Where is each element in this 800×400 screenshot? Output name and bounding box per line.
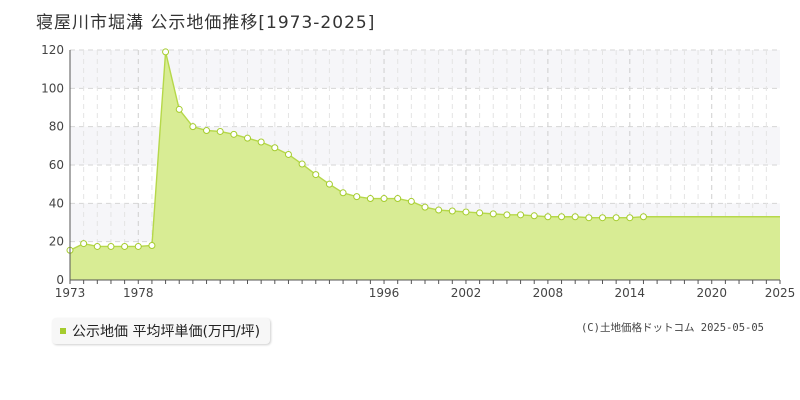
data-point xyxy=(489,210,497,218)
data-point xyxy=(394,195,402,203)
x-tick-label: 2025 xyxy=(765,286,796,300)
data-point xyxy=(462,208,470,216)
y-tick-label: 60 xyxy=(49,158,64,172)
x-tick-label: 1973 xyxy=(55,286,86,300)
data-point xyxy=(599,214,606,222)
data-point xyxy=(421,203,429,211)
data-point xyxy=(244,134,251,142)
y-tick-label: 20 xyxy=(49,235,64,249)
data-point xyxy=(80,240,88,248)
data-point xyxy=(626,214,634,222)
y-tick-label: 40 xyxy=(49,196,64,210)
data-point xyxy=(517,211,525,219)
y-tick-label: 120 xyxy=(41,43,64,57)
y-tick-label: 100 xyxy=(41,81,64,95)
data-markers xyxy=(66,48,647,254)
x-tick-label: 2020 xyxy=(696,286,727,300)
data-point xyxy=(93,242,101,250)
data-point xyxy=(353,193,361,201)
data-point xyxy=(503,211,511,219)
data-point xyxy=(230,130,238,138)
data-point xyxy=(448,207,456,215)
tick-labels: 0 20 40 60 80 100 120 1973 1978 1996 2002 2008 2014 2… xyxy=(41,43,795,300)
data-point xyxy=(639,213,647,221)
data-point xyxy=(339,189,347,197)
y-tick-label: 80 xyxy=(49,120,64,134)
x-tick-label: 1978 xyxy=(123,286,154,300)
data-point xyxy=(298,160,306,168)
data-point xyxy=(216,127,224,135)
x-tick-label: 2008 xyxy=(533,286,564,300)
data-point xyxy=(203,127,211,134)
legend-swatch xyxy=(60,328,66,334)
x-tick-label: 1996 xyxy=(369,286,400,300)
legend-label: 公示地価 平均坪単価(万円/坪) xyxy=(72,324,261,340)
data-point xyxy=(257,138,265,146)
chart-title: 寝屋川市堀溝 公示地価推移[1973-2025] xyxy=(36,13,376,33)
data-point xyxy=(189,123,197,131)
x-tick-label: 2002 xyxy=(451,286,482,300)
legend: 公示地価 平均坪単価(万円/坪) xyxy=(52,318,271,344)
data-point xyxy=(162,48,170,56)
data-point xyxy=(366,195,374,203)
data-point xyxy=(544,213,552,221)
data-point xyxy=(175,105,183,113)
data-point xyxy=(107,242,115,250)
data-point xyxy=(476,209,484,217)
data-point xyxy=(121,242,129,250)
data-point xyxy=(380,195,388,203)
data-point xyxy=(134,242,142,250)
data-point xyxy=(612,214,620,222)
data-point xyxy=(585,214,593,222)
data-point xyxy=(148,242,156,249)
data-point xyxy=(312,171,320,179)
axes xyxy=(69,50,781,284)
data-point xyxy=(407,197,415,205)
data-point xyxy=(284,150,292,158)
data-point xyxy=(571,213,579,221)
y-tick-label: 0 xyxy=(56,273,64,287)
credit-text: (C)土地価格ドットコム 2025-05-05 xyxy=(580,322,764,334)
data-point xyxy=(530,212,538,220)
data-point xyxy=(325,180,333,188)
data-point xyxy=(435,206,443,214)
series-area xyxy=(70,51,780,280)
x-tick-label: 2014 xyxy=(615,286,646,300)
data-point xyxy=(558,213,566,221)
data-point xyxy=(271,144,279,152)
